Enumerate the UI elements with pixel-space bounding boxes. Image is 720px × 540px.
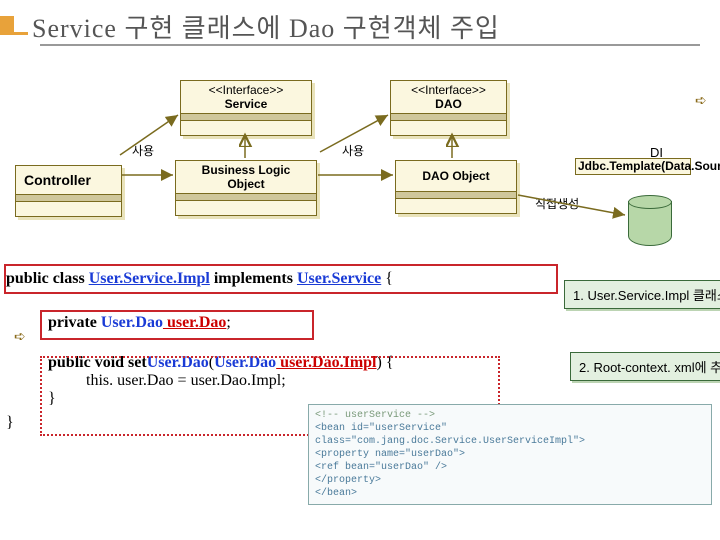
interface-service-box: <<Interface>>Service [180, 80, 312, 136]
interface-dao-box: <<Interface>>DAO [390, 80, 507, 136]
page-title: Service 구현 클래스에 Dao 구현객체 주입 [0, 8, 720, 45]
direct-label: 직접생성 [535, 195, 579, 212]
business-logic-box: Business Logic Object [175, 160, 317, 216]
title-underline [40, 44, 700, 46]
jdbc-label: Jdbc.Template(Data.Source) [575, 158, 691, 175]
highlight-private [40, 310, 314, 340]
database-icon [628, 195, 670, 247]
callout-1: 1. User.Service.Impl 클래스에 추가 [564, 280, 720, 309]
use-label-1: 사용 [132, 142, 154, 159]
dao-object-box: DAO Object [395, 160, 517, 214]
callout-2: 2. Root-context. xml에 추 [570, 352, 720, 381]
arrow-icon: ➪ [695, 92, 707, 109]
use-label-2: 사용 [342, 142, 364, 159]
highlight-class-decl [4, 264, 558, 294]
xml-snippet: <!-- userService --> <bean id="userServi… [308, 404, 712, 505]
controller-box: Controller [15, 165, 122, 217]
